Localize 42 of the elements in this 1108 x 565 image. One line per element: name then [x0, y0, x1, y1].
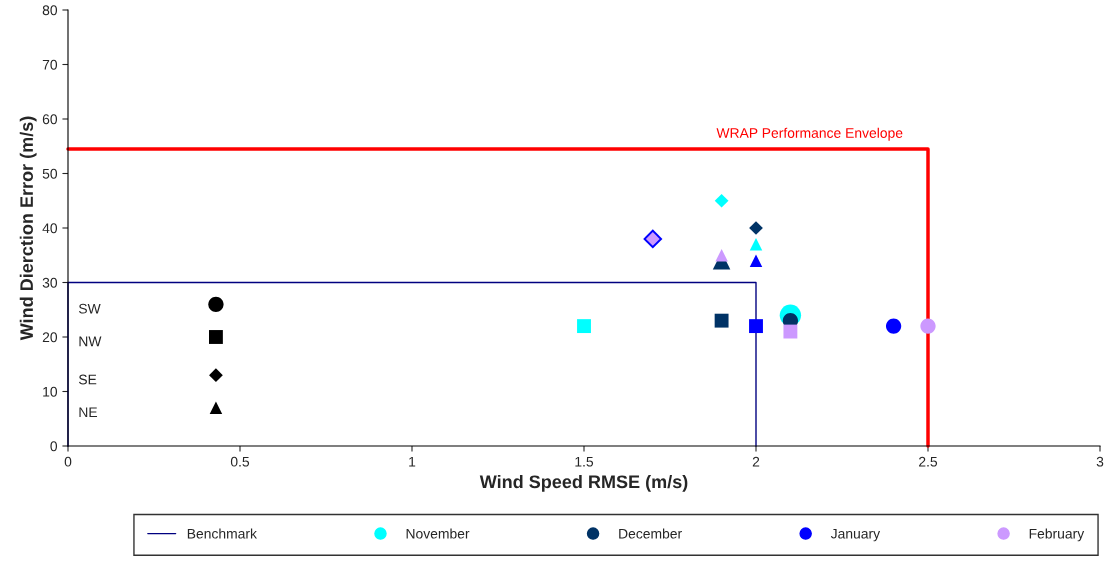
y-axis-title: Wind Dierction Error (m/s) [19, 116, 37, 341]
annotation: WRAP Performance Envelope [716, 127, 903, 141]
legend-label: February [1029, 528, 1085, 542]
point [208, 330, 223, 344]
point [749, 254, 763, 267]
point [920, 318, 936, 334]
point [714, 193, 729, 208]
legend-label: December [619, 528, 682, 539]
x-tick-label: 3 [1096, 456, 1104, 467]
y-tick-label: 30 [42, 277, 58, 288]
y-tick-label: 40 [42, 223, 58, 234]
point [209, 368, 223, 383]
y-tick-label: 10 [43, 386, 58, 397]
legend-label: November [406, 528, 470, 539]
x-axis-title: Wind Speed RMSE (m/s) [479, 474, 688, 492]
point [714, 313, 729, 328]
point [209, 401, 223, 415]
x-tick-label: 0.5 [230, 456, 250, 467]
y-tick-label: 0 [50, 441, 58, 452]
point [783, 324, 798, 339]
legend-label: January [830, 528, 881, 542]
y-tick-label: 60 [42, 114, 58, 125]
y-tick-label: 80 [42, 5, 58, 16]
annotation: NE [79, 407, 98, 417]
point [715, 249, 728, 262]
y-tick-label: 70 [42, 59, 58, 70]
x-tick-label: 2.5 [919, 456, 938, 467]
y-tick-label: 50 [42, 168, 58, 179]
x-tick-label: 2 [752, 456, 760, 467]
x-tick-label: 0 [64, 456, 72, 467]
annotation: SE [78, 374, 97, 385]
point [749, 238, 763, 251]
point [749, 319, 763, 334]
y-tick-label: 20 [42, 332, 58, 343]
point [577, 319, 591, 334]
annotation: SW [78, 303, 101, 314]
x-tick-label: 1 [409, 456, 416, 467]
legend-label: Benchmark [187, 528, 257, 539]
point [885, 318, 902, 334]
x-tick-label: 1.5 [575, 456, 594, 467]
annotation: NW [79, 336, 102, 347]
point [208, 296, 224, 312]
